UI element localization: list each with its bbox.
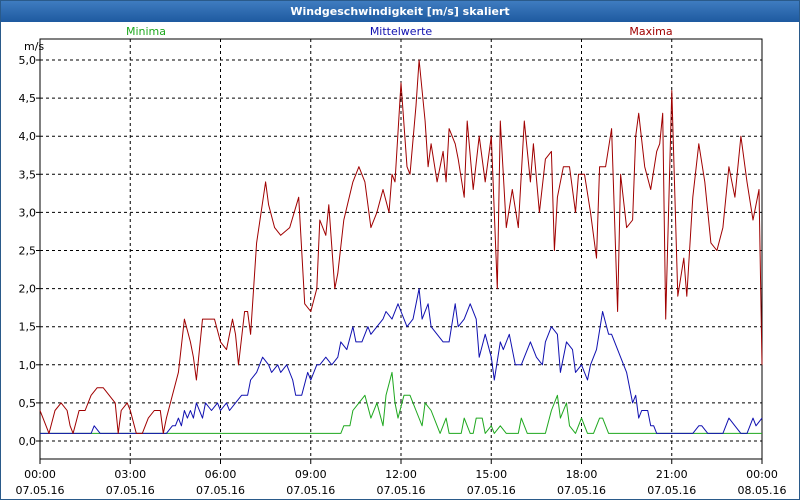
y-tick-label: 3,5 <box>19 168 37 181</box>
y-tick-label: 1,0 <box>19 359 37 372</box>
y-tick-label: 4,0 <box>19 130 37 143</box>
x-tick-time: 09:00 <box>295 468 327 481</box>
x-axis: 00:00 07.05.16 03:00 07.05.16 06:00 07.05.16 0… <box>16 459 787 497</box>
y-tick-label: 0,5 <box>19 397 37 410</box>
y-axis-label: m/s <box>24 40 44 53</box>
series-line-maxima <box>39 59 763 434</box>
x-tick-date: 07.05.16 <box>647 484 696 497</box>
legend-maxima: Maxima <box>629 25 672 38</box>
legend-mittelwerte: Mittelwerte <box>370 25 433 38</box>
y-axis: 0,0 0,5 1,0 1,5 2,0 2,5 3,0 3,5 4,0 4,5 5,0 <box>19 54 40 448</box>
grid-lines <box>40 39 762 459</box>
x-tick-time: 15:00 <box>475 468 507 481</box>
window-title: Windgeschwindigkeit [m/s] skaliert <box>1 1 799 22</box>
series-line-mittelwerte <box>40 288 763 434</box>
x-tick-date: 07.05.16 <box>16 484 65 497</box>
x-tick-time: 06:00 <box>205 468 237 481</box>
x-tick-time: 18:00 <box>566 468 598 481</box>
y-tick-label: 2,0 <box>19 283 37 296</box>
x-tick-date: 07.05.16 <box>286 484 335 497</box>
series-lines <box>39 59 763 434</box>
x-tick-date: 07.05.16 <box>467 484 516 497</box>
x-tick-time: 03:00 <box>114 468 146 481</box>
y-tick-label: 5,0 <box>19 54 37 67</box>
legend-minima: Minima <box>126 25 166 38</box>
y-tick-label: 2,5 <box>19 245 37 258</box>
y-tick-label: 0,0 <box>19 435 37 448</box>
x-tick-date: 07.05.16 <box>377 484 426 497</box>
x-tick-time: 12:00 <box>385 468 417 481</box>
x-tick-time: 00:00 <box>746 468 778 481</box>
x-tick-date: 07.05.16 <box>106 484 155 497</box>
x-tick-time: 00:00 <box>24 468 56 481</box>
x-tick-date: 07.05.16 <box>557 484 606 497</box>
x-tick-time: 21:00 <box>656 468 688 481</box>
legend: Minima Mittelwerte Maxima <box>126 25 673 38</box>
series-line-minima <box>40 371 762 434</box>
y-tick-label: 3,0 <box>19 206 37 219</box>
y-tick-label: 1,5 <box>19 321 37 334</box>
x-tick-date: 08.05.16 <box>738 484 787 497</box>
y-tick-label: 4,5 <box>19 92 37 105</box>
x-tick-date: 07.05.16 <box>196 484 245 497</box>
